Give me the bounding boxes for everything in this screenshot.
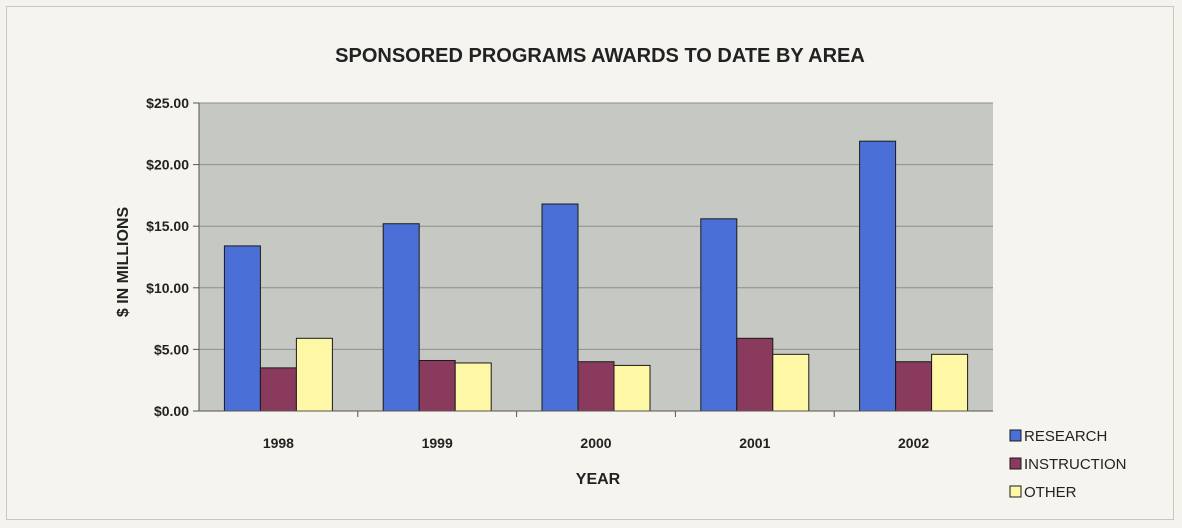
legend: RESEARCH INSTRUCTION OTHER <box>1009 428 1127 501</box>
bar-instruction-1998 <box>259 367 297 412</box>
bar-instruction-2002 <box>895 361 933 412</box>
x-axis-title: YEAR <box>576 471 621 488</box>
x-tick-label: 1998 <box>263 435 294 451</box>
bar-research-2000 <box>541 203 579 412</box>
bar-research-2001 <box>700 218 738 412</box>
bar-instruction-1999 <box>418 359 456 412</box>
bar-research-1999 <box>382 223 420 412</box>
axes <box>193 102 993 417</box>
chart-title: SPONSORED PROGRAMS AWARDS TO DATE BY ARE… <box>335 45 865 67</box>
x-tick-label: 2000 <box>580 435 611 451</box>
legend-swatch-research <box>1009 429 1022 442</box>
y-tick-label: $25.00 <box>146 95 189 111</box>
x-tick-label: 2002 <box>898 435 929 451</box>
bar-other-1999 <box>454 362 492 412</box>
bar-other-2000 <box>613 364 651 412</box>
y-tick-labels: $0.00 $5.00 $10.00 $15.00 $20.00 $25.00 <box>146 95 189 419</box>
y-tick-label: $5.00 <box>154 341 189 357</box>
bar-instruction-2000 <box>577 361 615 412</box>
legend-label-research: RESEARCH <box>1024 428 1107 445</box>
legend-swatch-instruction <box>1009 457 1022 470</box>
bar-other-2001 <box>772 353 810 412</box>
y-tick-label: $0.00 <box>154 403 189 419</box>
legend-label-other: OTHER <box>1024 484 1077 501</box>
bar-instruction-2001 <box>736 337 774 412</box>
x-tick-label: 1999 <box>422 435 453 451</box>
legend-swatch-other <box>1009 485 1022 498</box>
x-tick-labels: 1998 1999 2000 2001 2002 <box>263 435 930 451</box>
x-tick-label: 2001 <box>739 435 770 451</box>
legend-label-instruction: INSTRUCTION <box>1024 456 1127 473</box>
y-tick-label: $20.00 <box>146 157 189 173</box>
bars <box>223 140 969 412</box>
y-tick-label: $10.00 <box>146 280 189 296</box>
bar-research-2002 <box>859 140 897 412</box>
bar-research-1998 <box>223 245 261 412</box>
bar-other-1998 <box>295 337 333 412</box>
y-axis-title: $ IN MILLIONS <box>115 207 132 318</box>
bar-other-2002 <box>931 353 969 412</box>
y-tick-label: $15.00 <box>146 218 189 234</box>
